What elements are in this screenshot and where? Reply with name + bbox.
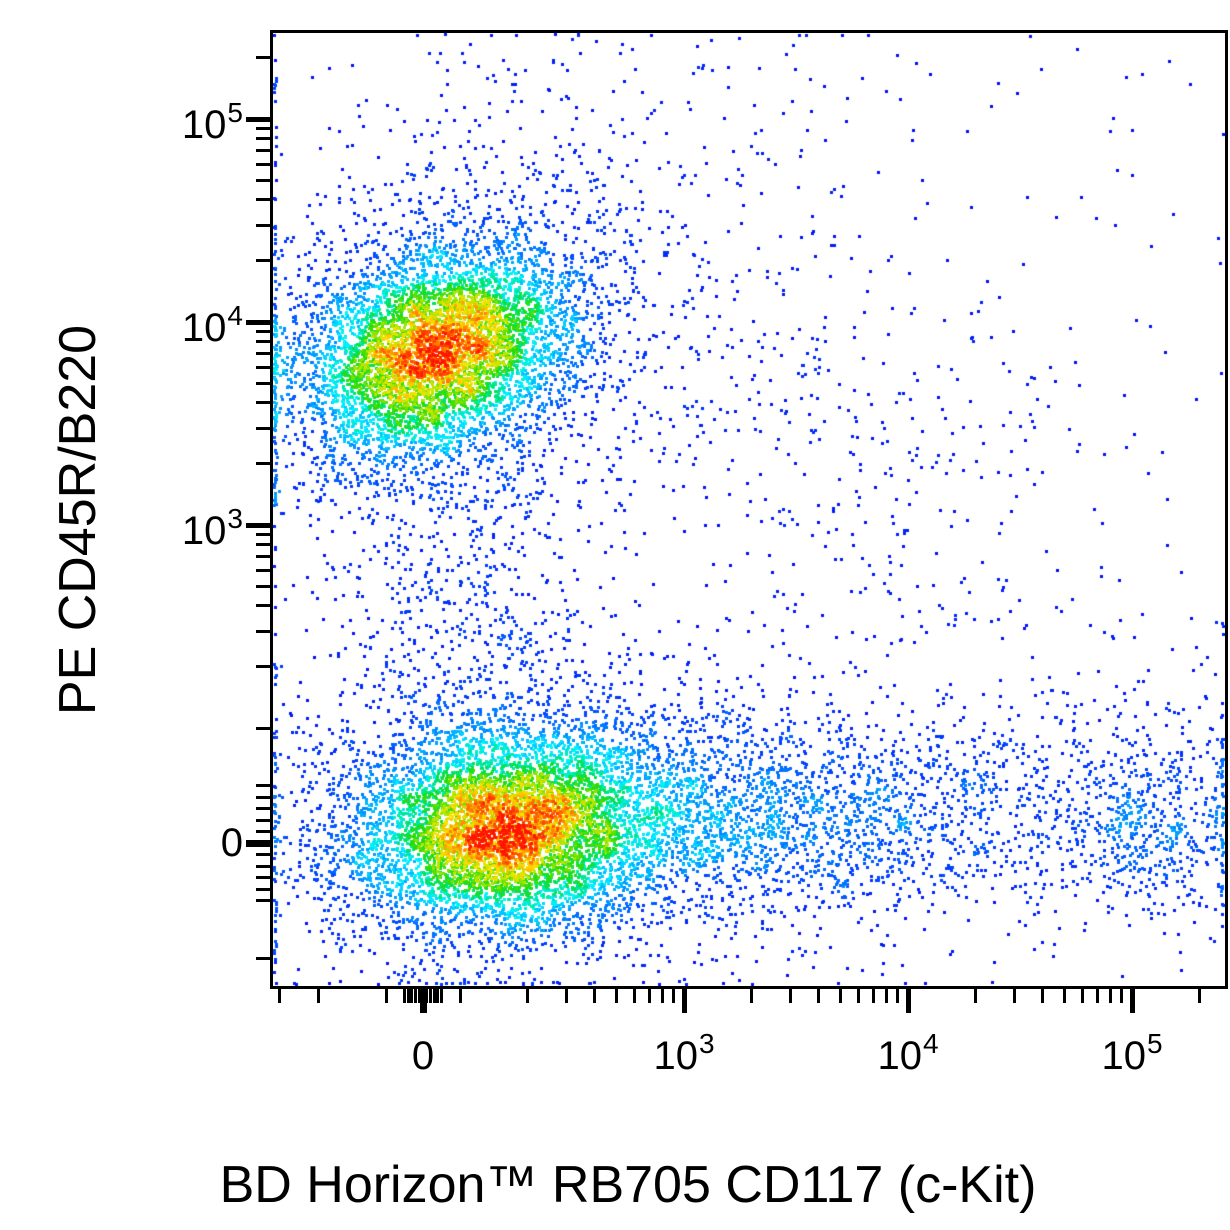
x-axis-tick [440, 989, 443, 1003]
x-axis-tick [817, 989, 821, 1003]
x-axis-tick [403, 989, 406, 1003]
x-axis-tick [871, 989, 875, 1003]
y-axis-tick [256, 876, 270, 879]
y-axis-tick [256, 223, 270, 227]
x-axis-tick [905, 989, 911, 1013]
plot-area [270, 30, 1228, 989]
x-axis-tick [419, 989, 427, 1013]
y-axis-tick [256, 162, 270, 166]
y-axis-tick [256, 401, 270, 405]
y-axis-tick [256, 351, 270, 355]
y-axis-tick [256, 830, 270, 833]
y-axis-tick [256, 568, 270, 572]
x-axis-tick [1013, 989, 1017, 1003]
y-axis-tick [256, 807, 270, 810]
x-axis-tick [414, 989, 418, 1003]
y-axis-tick [256, 726, 270, 730]
y-axis-tick [256, 554, 270, 558]
y-axis-tick [256, 543, 270, 547]
y-axis-tick [256, 126, 270, 130]
x-axis-tick [839, 989, 843, 1003]
y-axis-tick [256, 887, 270, 891]
x-axis-tick [672, 989, 676, 1003]
x-axis-tick [884, 989, 888, 1003]
y-axis-tick [256, 198, 270, 202]
x-axis-tick [565, 989, 569, 1003]
y-axis-tick [256, 818, 270, 822]
y-axis-tick [256, 665, 270, 669]
x-axis-tick [525, 989, 529, 1003]
x-axis-tick [973, 989, 977, 1003]
y-axis-tick [256, 426, 270, 430]
scatter-canvas [273, 33, 1225, 986]
y-axis-tick [256, 148, 270, 152]
y-axis-tick [256, 532, 270, 536]
x-axis-tick [436, 989, 440, 1003]
y-axis-tick [256, 784, 270, 787]
y-axis-tick [256, 795, 270, 799]
x-axis-tick [749, 989, 753, 1003]
x-axis-tick [317, 989, 321, 1003]
y-axis-tick [256, 956, 270, 960]
y-axis-tick [256, 178, 270, 182]
x-axis-tick [1080, 989, 1084, 1003]
x-axis-tick [432, 989, 436, 1003]
x-axis-tick [856, 989, 860, 1003]
x-axis-tick [681, 989, 687, 1013]
x-axis-tick-label: 0 [411, 1034, 435, 1078]
x-axis-tick-label: 105 [1101, 1028, 1163, 1078]
x-axis-tick [896, 989, 900, 1003]
y-axis-tick [256, 340, 270, 344]
y-axis-tick-label: 0 [220, 821, 243, 865]
y-axis-tick-label: 104 [181, 300, 243, 350]
x-axis-tick [593, 989, 597, 1003]
x-axis-tick [615, 989, 619, 1003]
y-axis-tick-label: 103 [181, 503, 243, 553]
x-axis-tick [660, 989, 664, 1003]
y-axis-tick [256, 864, 270, 868]
y-axis-tick [256, 365, 270, 369]
x-axis-tick [410, 989, 414, 1003]
x-axis-tick [277, 989, 281, 1003]
y-axis-tick [246, 522, 270, 528]
x-axis-tick-label: 104 [877, 1028, 939, 1078]
x-axis-tick [1108, 989, 1112, 1003]
x-axis-tick [428, 989, 432, 1003]
y-axis-title: PE CD45R/B220 [49, 324, 107, 716]
x-axis-tick [1197, 989, 1201, 1003]
x-axis-tick [1129, 989, 1135, 1013]
y-axis-tick [256, 604, 270, 608]
x-axis-tick [789, 989, 793, 1003]
y-axis-tick [256, 629, 270, 633]
y-axis-tick [246, 319, 270, 325]
y-axis-tick [256, 381, 270, 385]
x-axis-tick [458, 989, 462, 1003]
x-axis-tick [647, 989, 651, 1003]
y-axis-tick-label: 105 [181, 97, 243, 147]
x-axis-tick [632, 989, 636, 1003]
y-axis-tick [256, 259, 270, 263]
y-axis-tick [256, 853, 270, 856]
x-axis-tick [406, 989, 410, 1003]
y-axis-tick [256, 584, 270, 588]
x-axis-tick [1095, 989, 1099, 1003]
x-axis-tick-label: 103 [653, 1028, 715, 1078]
x-axis-tick [384, 989, 388, 1003]
y-axis-tick [256, 462, 270, 466]
y-axis-tick [256, 899, 270, 902]
x-axis-tick [425, 989, 429, 1003]
y-axis-tick [256, 137, 270, 141]
x-axis-tick [1120, 989, 1124, 1003]
x-axis-tick [1041, 989, 1045, 1003]
y-axis-tick [246, 116, 270, 122]
x-axis-title: BD Horizon™ RB705 CD117 (c-Kit) [219, 1156, 1037, 1214]
x-axis-tick [417, 989, 421, 1003]
y-axis-tick [256, 56, 270, 60]
y-axis-tick [246, 839, 270, 847]
x-axis-tick [1063, 989, 1067, 1003]
y-axis-tick [256, 329, 270, 333]
